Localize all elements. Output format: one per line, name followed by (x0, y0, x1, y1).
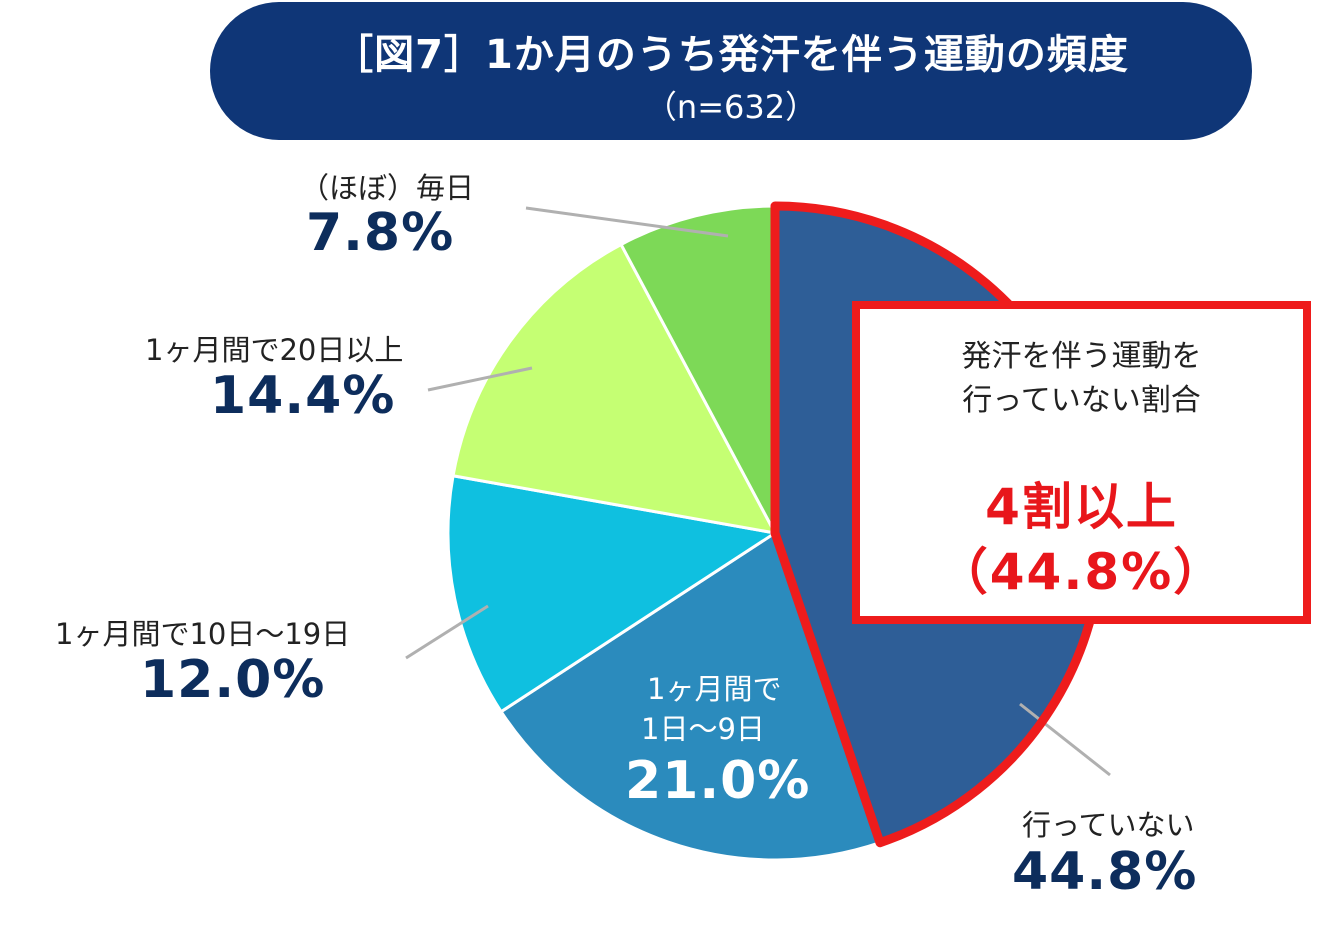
label-20-plus-days: 1ヶ月間で20日以上 (145, 333, 404, 367)
label-1-9-days-line1: 1ヶ月間で (647, 672, 782, 706)
label-daily: （ほぼ）毎日 (300, 171, 475, 205)
label-never: 行っていない (1022, 808, 1195, 842)
slice-20-plus-days (451, 242, 778, 536)
callout-percentage: （44.8%） (937, 543, 1226, 601)
leader-lines (405, 206, 1111, 777)
leader-20-plus-days (427, 366, 533, 392)
value-never: 44.8% (1012, 842, 1198, 902)
value-20-plus-days: 14.4% (210, 366, 396, 426)
callout-headline: 4割以上 (985, 478, 1178, 536)
callout-line2: 行っていない割合 (962, 383, 1201, 418)
chart-title: ［図7］1か月のうち発汗を伴う運動の頻度 (333, 32, 1129, 78)
slice-daily (619, 204, 777, 534)
value-1-9-days: 21.0% (625, 751, 811, 811)
leader-10-19-days (405, 604, 489, 660)
callout-line1: 発汗を伴う運動を (961, 339, 1202, 374)
chart-subtitle: （n=632） (644, 88, 818, 126)
value-daily: 7.8% (306, 203, 455, 263)
leader-never (1019, 702, 1111, 777)
slice-1-9-days (499, 530, 882, 862)
label-1-9-days-line2: 1日～9日 (641, 712, 765, 746)
title-banner (210, 2, 1252, 140)
value-10-19-days: 12.0% (140, 650, 326, 710)
slice-10-19-days (446, 474, 779, 714)
leader-daily (525, 206, 729, 238)
label-10-19-days: 1ヶ月間で10日～19日 (55, 617, 351, 651)
callout-box: 発汗を伴う運動を 行っていない割合 4割以上 （44.8%） (852, 301, 1311, 624)
